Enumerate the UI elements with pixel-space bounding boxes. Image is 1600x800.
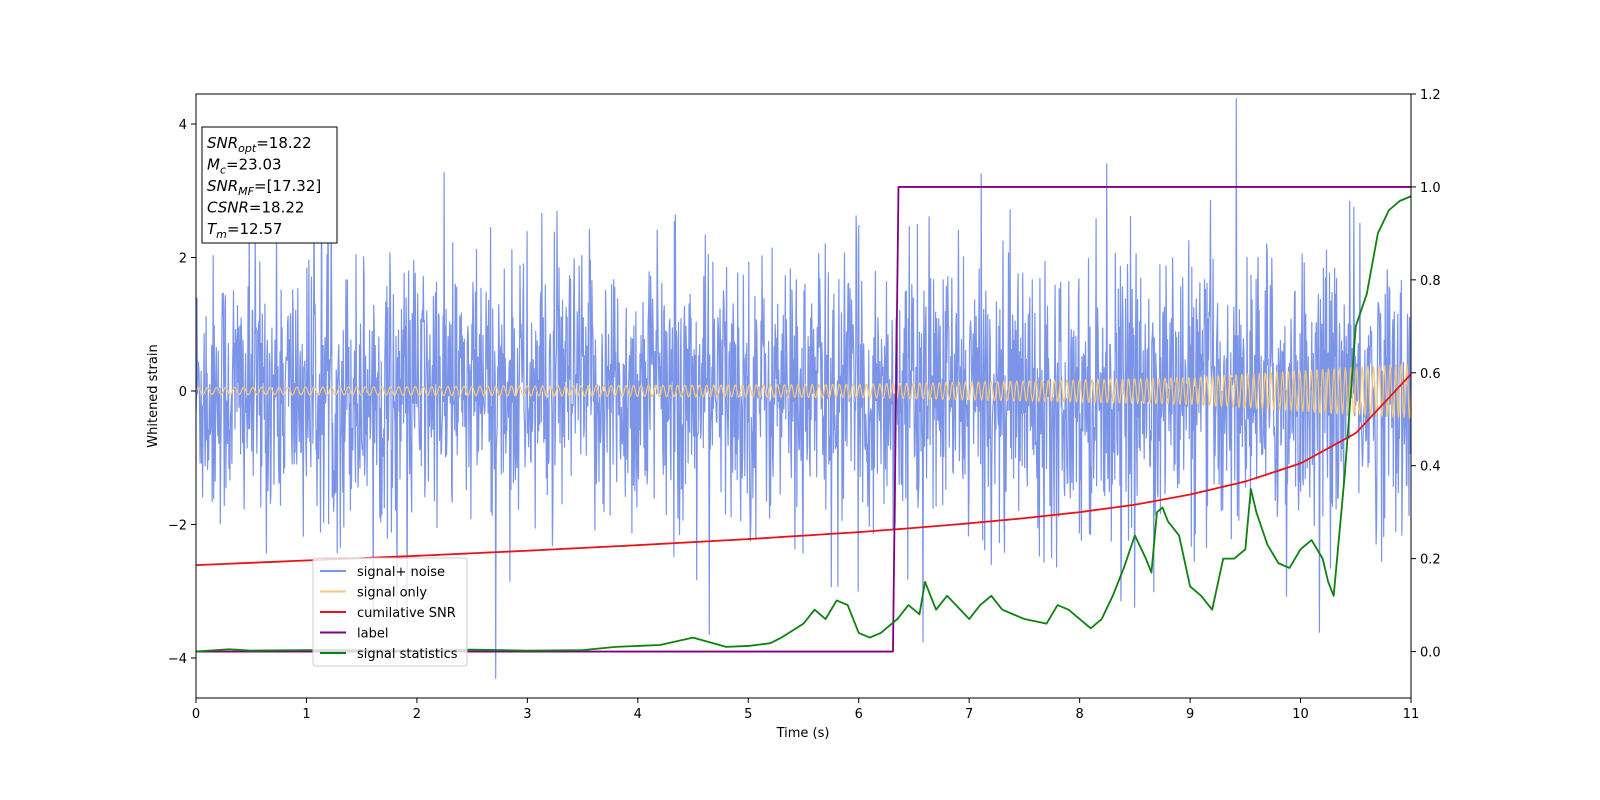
x-tick-label: 9 bbox=[1186, 707, 1194, 722]
left-y-tick-label: 2 bbox=[179, 252, 187, 267]
info-box-line: Mc=23.03 bbox=[207, 156, 282, 177]
x-axis-label: Time (s) bbox=[776, 726, 830, 741]
x-tick-label: 3 bbox=[523, 707, 531, 722]
y-axis-label: Whitened strain bbox=[146, 344, 161, 447]
x-tick-label: 7 bbox=[965, 707, 973, 722]
x-tick-label: 10 bbox=[1292, 707, 1309, 722]
x-tick-label: 6 bbox=[855, 707, 863, 722]
x-tick-label: 8 bbox=[1075, 707, 1083, 722]
right-y-tick-label: 0.6 bbox=[1420, 367, 1441, 382]
x-tick-label: 1 bbox=[302, 707, 310, 722]
right-y-tick-label: 0.4 bbox=[1420, 460, 1441, 475]
x-tick-label: 5 bbox=[744, 707, 752, 722]
right-y-axis-ticks: 0.0 0.2 0.4 0.6 0.8 1.0 1.2 bbox=[1411, 88, 1441, 661]
x-axis-ticks: 0 1 2 3 4 5 6 7 8 9 10 11 bbox=[192, 698, 1419, 722]
series-signal-statistics-line bbox=[196, 195, 1411, 653]
series-signal-only-line bbox=[196, 362, 1411, 420]
info-box-frame bbox=[201, 126, 338, 244]
x-tick-label: 0 bbox=[192, 707, 200, 722]
right-y-tick-label: 0.0 bbox=[1420, 646, 1441, 661]
legend-items: signal+ noise signal only cumilative SNR la… bbox=[320, 565, 458, 662]
right-y-tick-label: 0.8 bbox=[1420, 274, 1441, 289]
series-signal-noise-line bbox=[196, 98, 1411, 679]
x-tick-label: 11 bbox=[1403, 707, 1420, 722]
x-tick-label: 4 bbox=[634, 707, 642, 722]
left-y-axis-ticks: −4 −2 0 2 4 bbox=[168, 118, 196, 667]
legend-label: cumilative SNR bbox=[357, 606, 456, 621]
legend-frame bbox=[312, 557, 468, 667]
right-y-tick-label: 0.2 bbox=[1420, 553, 1441, 568]
info-box-line: SNRMF=[17.32] bbox=[207, 177, 321, 198]
left-y-tick-label: 0 bbox=[179, 385, 187, 400]
info-box-line: Tm=12.57 bbox=[207, 220, 282, 241]
plot-frame bbox=[195, 93, 1412, 699]
legend-label: signal statistics bbox=[357, 647, 458, 662]
left-y-tick-label: −2 bbox=[168, 518, 187, 533]
x-tick-label: 2 bbox=[413, 707, 421, 722]
legend-label: label bbox=[357, 627, 388, 642]
series-layer bbox=[196, 98, 1411, 679]
info-box: SNRopt=18.22Mc=23.03SNRMF=[17.32]CSNR=18… bbox=[201, 126, 338, 244]
info-box-line: CSNR=18.22 bbox=[207, 199, 304, 217]
right-y-tick-label: 1.0 bbox=[1420, 181, 1441, 196]
info-box-lines: SNRopt=18.22Mc=23.03SNRMF=[17.32]CSNR=18… bbox=[207, 134, 321, 241]
series-label-line bbox=[196, 186, 1411, 653]
right-y-tick-label: 1.2 bbox=[1420, 88, 1441, 103]
legend-label: signal+ noise bbox=[357, 565, 445, 580]
legend-label: signal only bbox=[357, 586, 427, 601]
series-cumulative-snr-line bbox=[196, 373, 1411, 567]
legend: signal+ noise signal only cumilative SNR la… bbox=[312, 557, 468, 667]
left-y-tick-label: −4 bbox=[168, 652, 187, 667]
info-box-line: SNRopt=18.22 bbox=[207, 134, 312, 155]
left-y-tick-label: 4 bbox=[179, 118, 187, 133]
